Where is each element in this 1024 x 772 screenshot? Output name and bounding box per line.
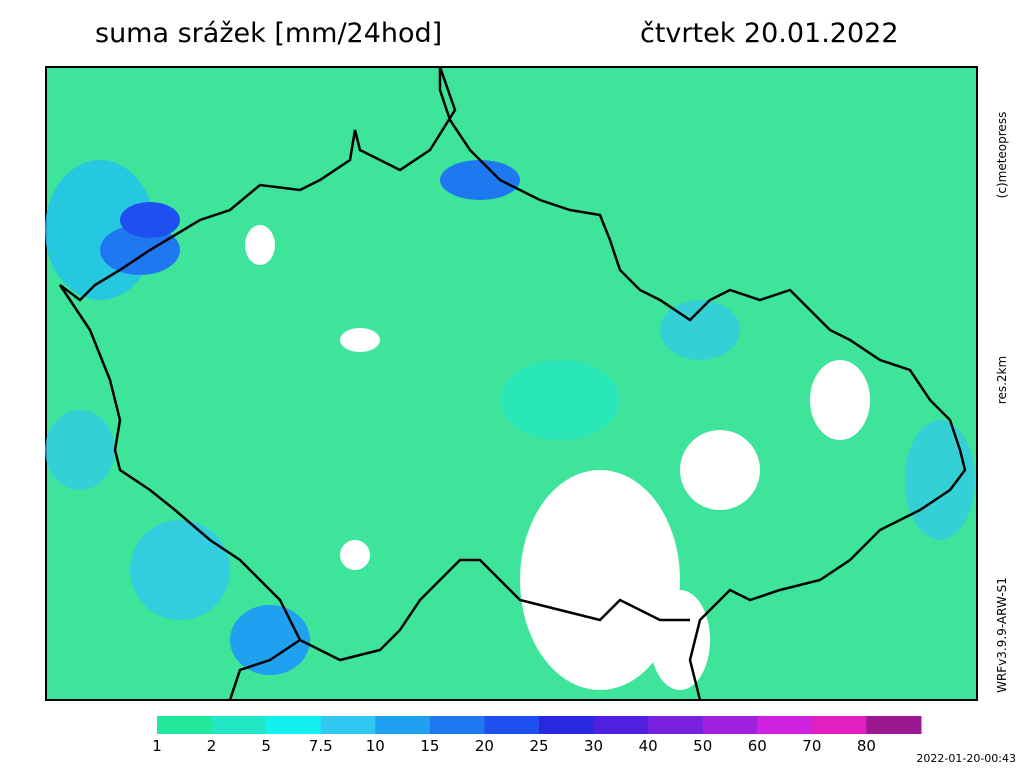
colorbar-segment xyxy=(375,716,431,734)
colorbar-segment xyxy=(484,716,540,734)
colorbar-label: 2 xyxy=(207,737,217,755)
colorbar-label: 15 xyxy=(420,737,439,755)
timestamp: 2022-01-20-00:43 xyxy=(916,752,1016,765)
colorbar-label: 50 xyxy=(693,737,712,755)
colorbar-segment xyxy=(702,716,758,734)
colorbar-label: 80 xyxy=(857,737,876,755)
colorbar-label: 60 xyxy=(748,737,767,755)
colorbar-segment xyxy=(539,716,595,734)
colorbar-segment xyxy=(266,716,322,734)
border xyxy=(58,66,967,701)
colorbar: 1 2 5 7.5 10 15 20 25 30 40 50 60 70 80 xyxy=(152,716,922,755)
colorbar-segment xyxy=(648,716,704,734)
copyright: (c)meteopress xyxy=(995,112,1009,199)
colorbar-label: 5 xyxy=(261,737,271,755)
map-title: suma srážek [mm/24hod] xyxy=(95,18,442,49)
colorbar-segment xyxy=(157,716,213,734)
colorbar-label: 30 xyxy=(584,737,603,755)
colorbar-segment xyxy=(757,716,813,734)
colorbar-segment xyxy=(811,716,867,734)
colorbar-label: 1 xyxy=(152,737,162,755)
model-name: WRFv3.9.9-ARW-S1 xyxy=(995,577,1009,693)
map xyxy=(45,66,978,701)
colorbar-segment xyxy=(429,716,485,734)
colorbar-label: 20 xyxy=(475,737,494,755)
colorbar-segment xyxy=(211,716,267,734)
map-date: čtvrtek 20.01.2022 xyxy=(640,18,899,49)
colorbar-label: 70 xyxy=(802,737,821,755)
colorbar-segment xyxy=(320,716,376,734)
colorbar-label: 10 xyxy=(366,737,385,755)
resolution: res.2km xyxy=(995,356,1009,404)
colorbar-label: 40 xyxy=(639,737,658,755)
colorbar-segment xyxy=(866,716,922,734)
colorbar-segment xyxy=(593,716,649,734)
colorbar-label: 25 xyxy=(529,737,548,755)
colorbar-label: 7.5 xyxy=(309,737,333,755)
